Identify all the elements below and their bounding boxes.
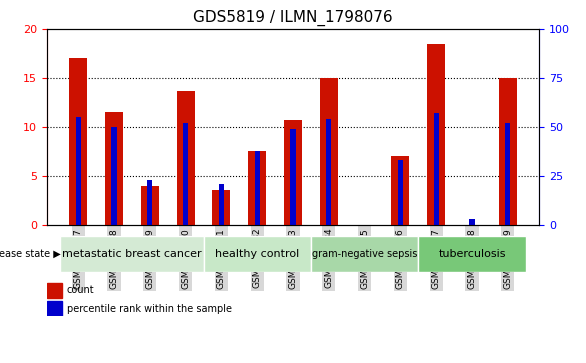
Bar <box>320 78 338 225</box>
Bar <box>505 123 510 225</box>
FancyBboxPatch shape <box>418 236 526 272</box>
Bar <box>290 129 296 225</box>
Bar <box>248 151 266 225</box>
Bar <box>213 190 230 225</box>
Bar <box>47 283 62 298</box>
Bar <box>141 186 159 225</box>
FancyBboxPatch shape <box>60 236 203 272</box>
Text: disease state ▶: disease state ▶ <box>0 249 60 259</box>
Bar <box>398 160 403 225</box>
FancyBboxPatch shape <box>203 236 311 272</box>
Bar <box>254 151 260 225</box>
Bar <box>427 44 445 225</box>
Bar <box>391 156 410 225</box>
Bar <box>105 112 123 225</box>
Bar <box>183 123 188 225</box>
Text: metastatic breast cancer: metastatic breast cancer <box>62 249 202 259</box>
FancyBboxPatch shape <box>311 236 418 272</box>
Bar <box>499 78 517 225</box>
Bar <box>69 58 87 225</box>
Text: healthy control: healthy control <box>215 249 299 259</box>
Bar <box>434 113 439 225</box>
Title: GDS5819 / ILMN_1798076: GDS5819 / ILMN_1798076 <box>193 10 393 26</box>
Bar <box>219 184 224 225</box>
Text: tuberculosis: tuberculosis <box>438 249 506 259</box>
Bar <box>111 127 117 225</box>
Bar <box>76 117 81 225</box>
Bar <box>326 119 332 225</box>
Bar <box>469 219 475 225</box>
Text: percentile rank within the sample: percentile rank within the sample <box>67 303 231 314</box>
Bar <box>176 91 195 225</box>
Text: count: count <box>67 285 94 295</box>
Bar <box>147 180 152 225</box>
Bar <box>284 120 302 225</box>
Bar <box>47 301 62 316</box>
Text: gram-negative sepsis: gram-negative sepsis <box>312 249 417 259</box>
